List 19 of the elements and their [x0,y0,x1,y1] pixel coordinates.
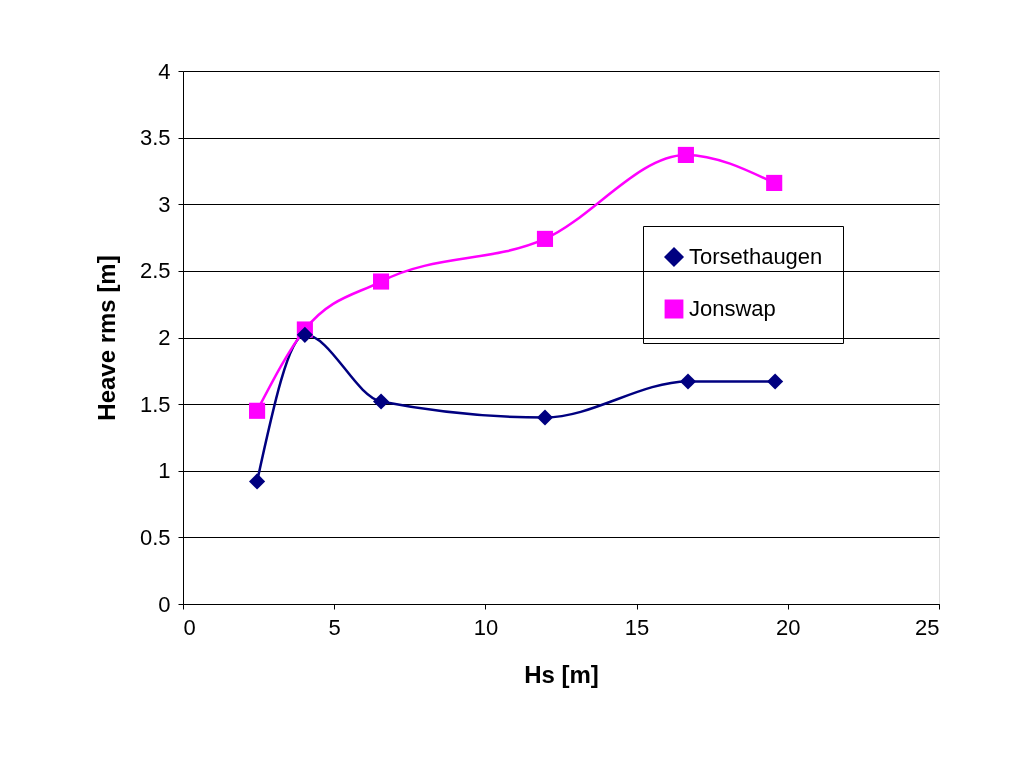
y-tick-label: 3.5 [139,125,171,151]
x-tick-label: 10 [473,614,499,640]
y-tick-label: 4 [158,58,171,84]
y-tick-label: 0 [158,591,171,617]
legend-label: Torsethaugen [689,244,823,269]
x-tick-label: 0 [183,614,196,640]
y-tick-label: 0.5 [139,524,171,550]
y-axis-title: Heave rms [m] [92,255,120,421]
x-tick-label: 25 [915,614,940,640]
y-tick-label: 2.5 [139,258,171,284]
x-tick-label: 5 [328,614,341,640]
x-tick-label: 20 [776,614,801,640]
y-tick-label: 3 [158,191,171,217]
y-tick-label: 1 [158,458,171,484]
x-axis-title: Hs [m] [524,660,599,688]
y-tick-label: 1.5 [139,391,171,417]
legend-label: Jonswap [689,296,776,321]
y-tick-label: 2 [158,325,171,350]
x-tick-label: 15 [624,614,650,640]
